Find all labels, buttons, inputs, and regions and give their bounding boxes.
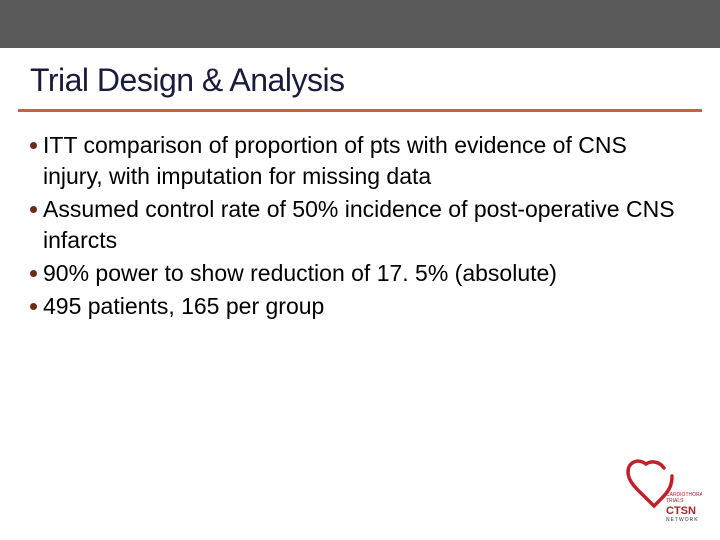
bullet-icon bbox=[30, 142, 37, 149]
logo-line2: TRIALS bbox=[666, 498, 684, 504]
header-bar bbox=[0, 0, 720, 48]
bullet-list: ITT comparison of proportion of pts with… bbox=[0, 112, 720, 322]
list-item: 495 patients, 165 per group bbox=[30, 291, 690, 322]
title-section: Trial Design & Analysis bbox=[0, 48, 720, 105]
bullet-text: Assumed control rate of 50% incidence of… bbox=[43, 194, 690, 256]
bullet-text: 495 patients, 165 per group bbox=[43, 291, 690, 322]
bullet-text: ITT comparison of proportion of pts with… bbox=[43, 130, 690, 192]
slide-title: Trial Design & Analysis bbox=[30, 62, 690, 99]
logo-brand: CTSN bbox=[666, 505, 696, 517]
list-item: ITT comparison of proportion of pts with… bbox=[30, 130, 690, 192]
heart-icon: CARDIOTHORACIC SURGICAL TRIALS CTSN NETW… bbox=[622, 456, 702, 528]
ctsn-logo: CARDIOTHORACIC SURGICAL TRIALS CTSN NETW… bbox=[622, 456, 702, 528]
bullet-icon bbox=[30, 270, 37, 277]
list-item: Assumed control rate of 50% incidence of… bbox=[30, 194, 690, 256]
bullet-text: 90% power to show reduction of 17. 5% (a… bbox=[43, 258, 690, 289]
bullet-icon bbox=[30, 303, 37, 310]
logo-network: NETWORK bbox=[666, 517, 699, 523]
list-item: 90% power to show reduction of 17. 5% (a… bbox=[30, 258, 690, 289]
bullet-icon bbox=[30, 206, 37, 213]
